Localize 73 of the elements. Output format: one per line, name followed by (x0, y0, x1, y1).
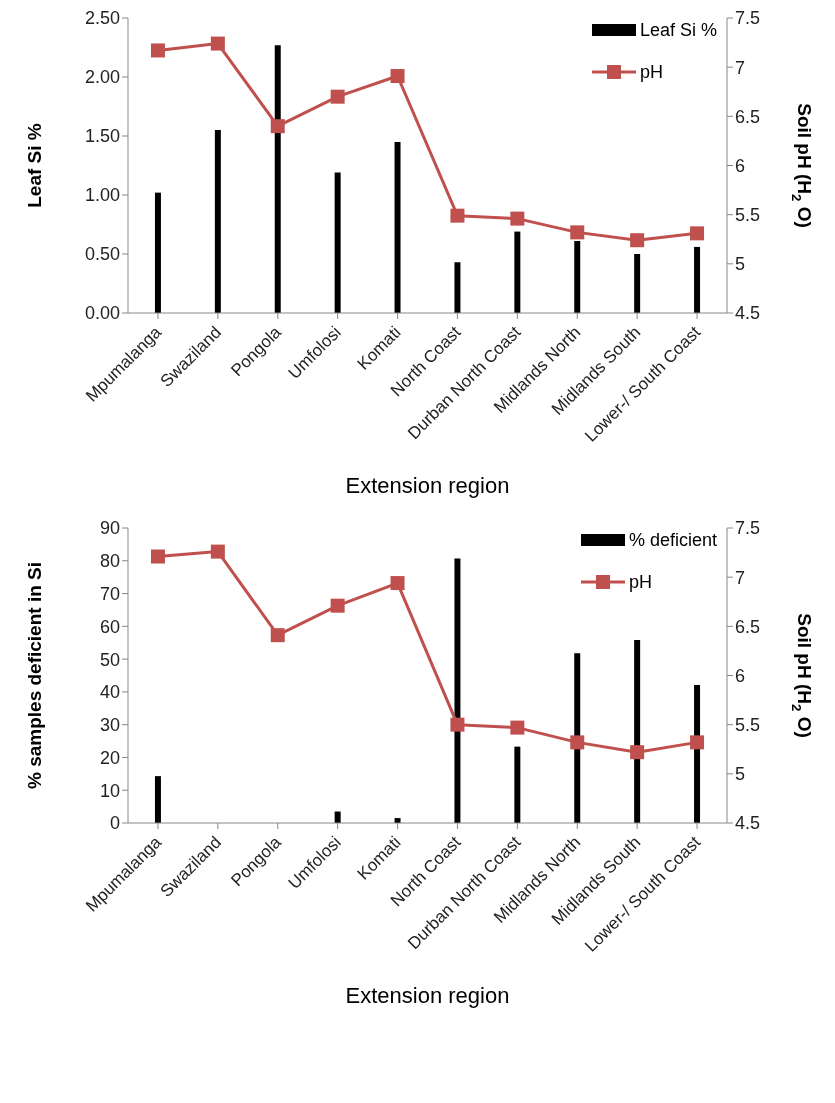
bar (694, 246, 701, 313)
bar (274, 45, 281, 313)
point (150, 43, 165, 58)
point (570, 735, 585, 750)
y2-tick-label: 7 (735, 57, 746, 78)
bar (454, 262, 461, 313)
y-tick-label: 1.50 (84, 126, 120, 147)
point (690, 735, 705, 750)
y2-tick-label: 7.5 (735, 518, 761, 539)
bar (634, 254, 641, 313)
y-tick-label: 0.50 (84, 244, 120, 265)
bar (154, 192, 161, 313)
point (630, 745, 645, 760)
point (390, 576, 405, 591)
y2-tick-label: 6.5 (735, 616, 761, 637)
y2-tick-label: 7.5 (735, 8, 761, 29)
point (330, 598, 345, 613)
point (570, 225, 585, 240)
y2-tick-label: 5.5 (735, 205, 761, 226)
legend-label: pH (628, 571, 652, 594)
y-tick-label: 30 (99, 715, 120, 736)
y-tick-label: 1.00 (84, 185, 120, 206)
bar (514, 746, 521, 823)
legend-label: pH (639, 61, 663, 84)
y-tick-label: 60 (99, 616, 120, 637)
y-tick-label: 0 (109, 813, 120, 834)
point (510, 720, 525, 735)
point (450, 717, 465, 732)
bar (634, 640, 641, 823)
bar (574, 241, 581, 313)
y-tick-label: 20 (99, 747, 120, 768)
y2-tick-label: 4.5 (735, 303, 761, 324)
y-axis-title: % samples deficient in Si (24, 561, 46, 790)
y-tick-label: 40 (99, 682, 120, 703)
bar (454, 558, 461, 823)
y2-tick-label: 5 (735, 764, 746, 785)
point (210, 36, 225, 51)
point (390, 69, 405, 84)
point (330, 89, 345, 104)
y2-tick-label: 6 (735, 665, 746, 686)
bar (574, 653, 581, 823)
bar (514, 231, 521, 313)
y2-tick-label: 4.5 (735, 813, 761, 834)
point (270, 628, 285, 643)
point (150, 549, 165, 564)
point (270, 119, 285, 134)
bar (394, 141, 401, 313)
x-axis-title: Extension region (344, 983, 511, 1009)
point (510, 211, 525, 226)
y2-tick-label: 7 (735, 567, 746, 588)
legend-label: Leaf Si % (639, 19, 717, 42)
bar (334, 172, 341, 313)
point (690, 226, 705, 241)
y-tick-label: 2.50 (84, 8, 120, 29)
y2-tick-label: 6.5 (735, 106, 761, 127)
point (210, 544, 225, 559)
y2-tick-label: 5.5 (735, 715, 761, 736)
y-tick-label: 50 (99, 649, 120, 670)
y2-tick-label: 5 (735, 254, 746, 275)
y-tick-label: 2.00 (84, 67, 120, 88)
y-axis-title: Leaf Si % (24, 123, 46, 208)
y-tick-label: 80 (99, 551, 120, 572)
point (450, 208, 465, 223)
y-tick-label: 70 (99, 583, 120, 604)
y-tick-label: 0.00 (84, 303, 120, 324)
bar (154, 776, 161, 823)
y-tick-label: 90 (99, 518, 120, 539)
point (630, 233, 645, 248)
y2-tick-label: 6 (735, 155, 746, 176)
y-tick-label: 10 (99, 780, 120, 801)
legend-label: % deficient (628, 529, 717, 552)
bar (214, 130, 221, 313)
x-axis-title: Extension region (344, 473, 511, 499)
